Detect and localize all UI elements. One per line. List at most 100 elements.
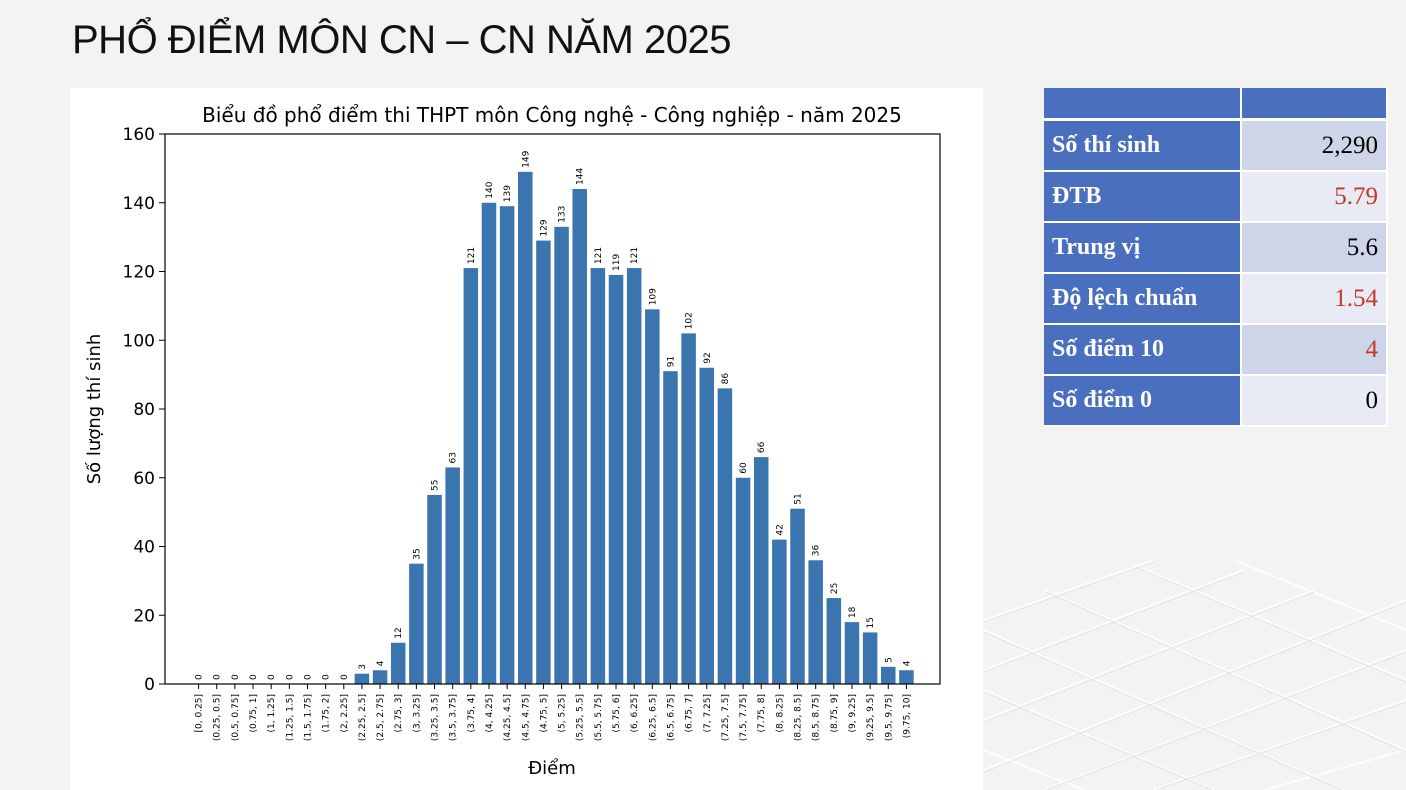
stats-row-median: Trung vị 5.6: [1044, 223, 1388, 274]
stats-label: Số thí sinh: [1044, 121, 1242, 172]
bar-value-label: 63: [449, 452, 459, 463]
histogram-chart: Biểu đồ phổ điểm thi THPT môn Công nghệ …: [84, 103, 941, 779]
stats-label: Trung vị: [1044, 223, 1242, 274]
stats-header-cell: [1242, 88, 1388, 121]
stats-label: Số điểm 10: [1044, 325, 1242, 376]
histogram-bar: [681, 333, 696, 684]
x-tick-label: (9, 9.25]: [848, 694, 858, 733]
bar-value-label: 0: [249, 674, 259, 680]
x-tick-label: (5.25, 5.5]: [576, 694, 586, 741]
bar-value-label: 51: [794, 493, 804, 504]
x-tick-label: (7, 7.25]: [703, 694, 713, 733]
bar-value-label: 55: [431, 479, 441, 490]
stats-header-cell: [1044, 88, 1242, 121]
histogram-bar: [699, 367, 715, 684]
histogram-bar: [536, 240, 551, 684]
histogram-bar: [717, 388, 733, 684]
x-tick-label: (9.75, 10]: [902, 694, 912, 738]
decorative-grid-pattern: [984, 560, 1406, 790]
bar-value-label: 121: [630, 247, 640, 264]
bar-value-label: 149: [521, 150, 531, 167]
histogram-bar: [354, 673, 370, 684]
bar-value-label: 66: [757, 441, 767, 453]
y-tick-label: 140: [123, 194, 155, 214]
stats-label: ĐTB: [1044, 172, 1242, 223]
bar-value-label: 0: [340, 674, 350, 680]
x-tick-label: (2.5, 2.75]: [376, 694, 386, 741]
plot-frame: [164, 133, 941, 685]
slide-title: PHỔ ĐIỂM MÔN CN – CN NĂM 2025: [72, 18, 731, 62]
stats-row-candidates: Số thí sinh 2,290: [1044, 121, 1388, 172]
stats-row-mean: ĐTB 5.79: [1044, 172, 1388, 223]
x-tick-label: (3, 3.25]: [412, 694, 422, 733]
histogram-bar: [445, 467, 460, 684]
histogram-bar: [753, 457, 769, 684]
bar-value-label: 15: [866, 617, 876, 628]
histogram-bar: [899, 670, 914, 684]
y-axis-label: Số lượng thí sinh: [84, 334, 105, 485]
histogram-bar: [790, 508, 805, 684]
bar-value-label: 139: [503, 185, 513, 202]
stats-label: Độ lệch chuẩn: [1044, 274, 1242, 325]
x-tick-label: (5.5, 5.75]: [594, 694, 604, 741]
histogram-bar: [372, 670, 388, 684]
x-tick-label: (4.25, 4.5]: [503, 694, 513, 741]
histogram-panel: Biểu đồ phổ điểm thi THPT môn Công nghệ …: [70, 88, 983, 790]
x-tick-label: (1.75, 2]: [322, 694, 332, 733]
y-tick-label: 80: [133, 400, 155, 420]
stats-row-std-dev: Độ lệch chuẩn 1.54: [1044, 274, 1388, 325]
x-tick-label: (7.25, 7.5]: [721, 694, 731, 741]
histogram-bar: [663, 371, 678, 684]
histogram-bar: [572, 189, 587, 684]
bar-value-label: 25: [830, 583, 840, 594]
histogram-bar: [590, 268, 606, 684]
bar-value-label: 121: [467, 247, 477, 264]
stats-value: 0: [1242, 376, 1388, 427]
bar-value-label: 0: [231, 674, 241, 680]
x-tick-label: (3.75, 4]: [467, 694, 477, 733]
bar-value-label: 0: [195, 674, 205, 680]
histogram-bar: [735, 477, 751, 684]
x-tick-label: (7.75, 8]: [757, 694, 767, 733]
stats-row-count-10: Số điểm 10 4: [1044, 325, 1388, 376]
bar-value-label: 4: [376, 660, 386, 666]
bar-value-label: 129: [539, 219, 549, 236]
stats-row-count-0: Số điểm 0 0: [1044, 376, 1388, 427]
x-tick-label: (4, 4.25]: [485, 694, 495, 733]
x-axis-label: Điểm: [528, 758, 576, 779]
x-tick-label: (8, 8.25]: [775, 694, 785, 733]
bar-value-label: 119: [612, 253, 622, 270]
x-tick-label: (6.75, 7]: [685, 694, 695, 733]
x-tick-label: (1.5, 1.75]: [303, 694, 313, 741]
x-tick-label: (0.5, 0.75]: [231, 694, 241, 741]
histogram-bar: [862, 632, 878, 684]
bar-value-label: 42: [775, 524, 785, 535]
histogram-bar: [808, 560, 823, 684]
y-tick-label: 40: [133, 538, 155, 558]
bar-value-label: 4: [902, 660, 912, 666]
x-tick-label: (1.25, 1.5]: [285, 694, 295, 741]
bar-value-label: 92: [703, 352, 713, 363]
x-tick-label: (0.75, 1]: [249, 694, 259, 733]
x-tick-label: (5.75, 6]: [612, 694, 622, 733]
histogram-bar: [518, 171, 533, 684]
bar-value-label: 36: [812, 545, 822, 557]
bar-value-label: 60: [739, 462, 749, 474]
bar-value-label: 140: [485, 181, 495, 198]
stats-value: 2,290: [1242, 121, 1388, 172]
histogram-bar: [499, 206, 515, 684]
y-tick-label: 120: [123, 263, 155, 283]
bar-value-label: 133: [558, 206, 568, 223]
bar-value-label: 0: [322, 674, 332, 680]
y-tick-label: 100: [123, 331, 155, 351]
histogram-bar: [409, 563, 424, 684]
x-tick-label: (8.75, 9]: [830, 694, 840, 733]
histogram-bar: [826, 598, 842, 684]
x-tick-label: (0.25, 0.5]: [213, 694, 223, 741]
stats-label: Số điểm 0: [1044, 376, 1242, 427]
histogram-bar: [772, 539, 787, 684]
stats-value: 5.6: [1242, 223, 1388, 274]
histogram-bar: [881, 666, 896, 684]
y-tick-label: 20: [133, 606, 155, 626]
